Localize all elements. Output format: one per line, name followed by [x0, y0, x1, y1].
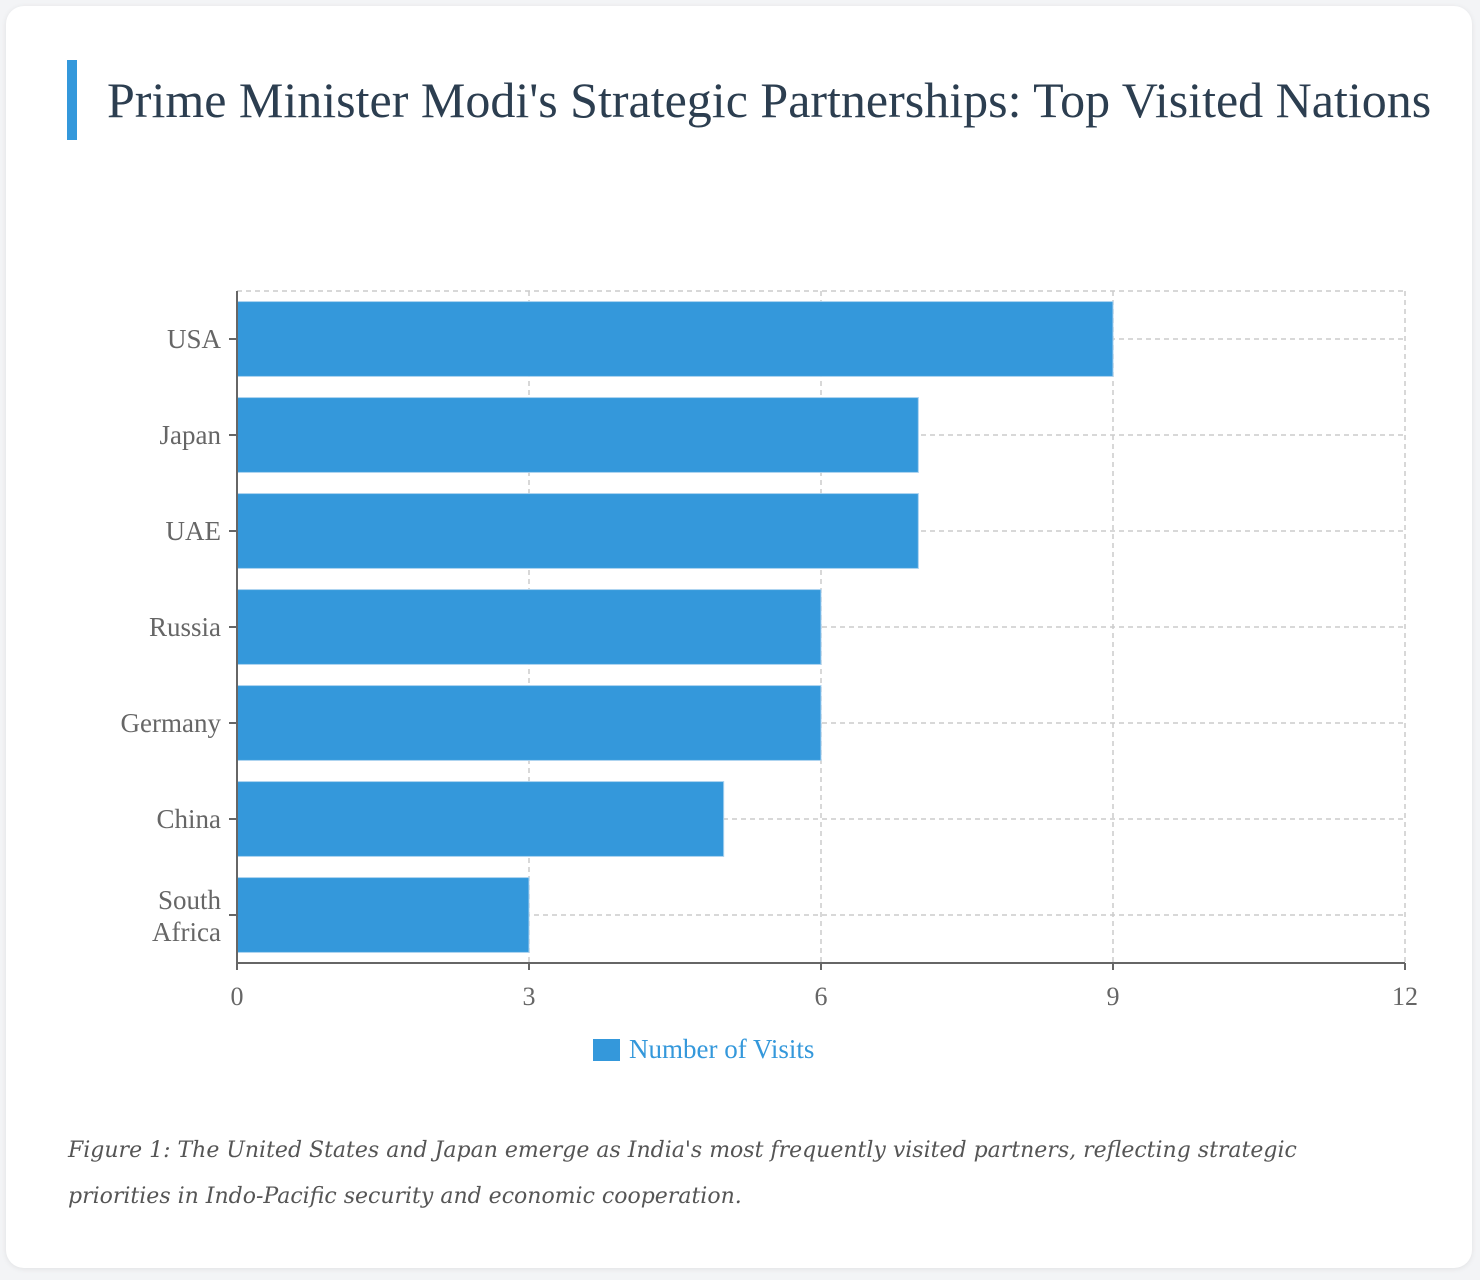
x-tick-label: 9 — [1107, 982, 1120, 1011]
bar-chart: 0 3 6 9 12 USA Japan UAE Russia Germany China South… — [121, 290, 1418, 1064]
y-tick-label: UAE — [166, 516, 222, 546]
y-tick-label: Russia — [149, 612, 221, 642]
y-tick-label: China — [157, 804, 222, 834]
page-title: Prime Minister Modi's Strategic Partners… — [67, 60, 1447, 140]
x-tick-label: 0 — [231, 982, 244, 1011]
bar-uae — [236, 493, 919, 569]
figure-caption: Figure 1: The United States and Japan em… — [68, 1138, 1297, 1209]
x-tick-label: 3 — [523, 982, 536, 1011]
y-tick-label: Germany — [121, 708, 222, 738]
bar-russia — [236, 589, 822, 665]
x-tick-label: 12 — [1392, 982, 1418, 1011]
y-tick-label: South Africa — [152, 885, 221, 947]
x-tick-label: 6 — [815, 982, 828, 1011]
y-tick-label: USA — [167, 324, 222, 354]
bar-south-africa — [236, 877, 530, 953]
legend-swatch — [593, 1039, 620, 1061]
bar-japan — [236, 397, 919, 473]
chart-card: Prime Minister Modi's Strategic Partners… — [6, 6, 1472, 1268]
bar-germany — [236, 685, 822, 761]
bar-china — [236, 781, 725, 857]
legend-label: Number of Visits — [629, 1034, 814, 1064]
bar-usa — [236, 301, 1114, 377]
y-tick-label: Japan — [160, 420, 222, 450]
